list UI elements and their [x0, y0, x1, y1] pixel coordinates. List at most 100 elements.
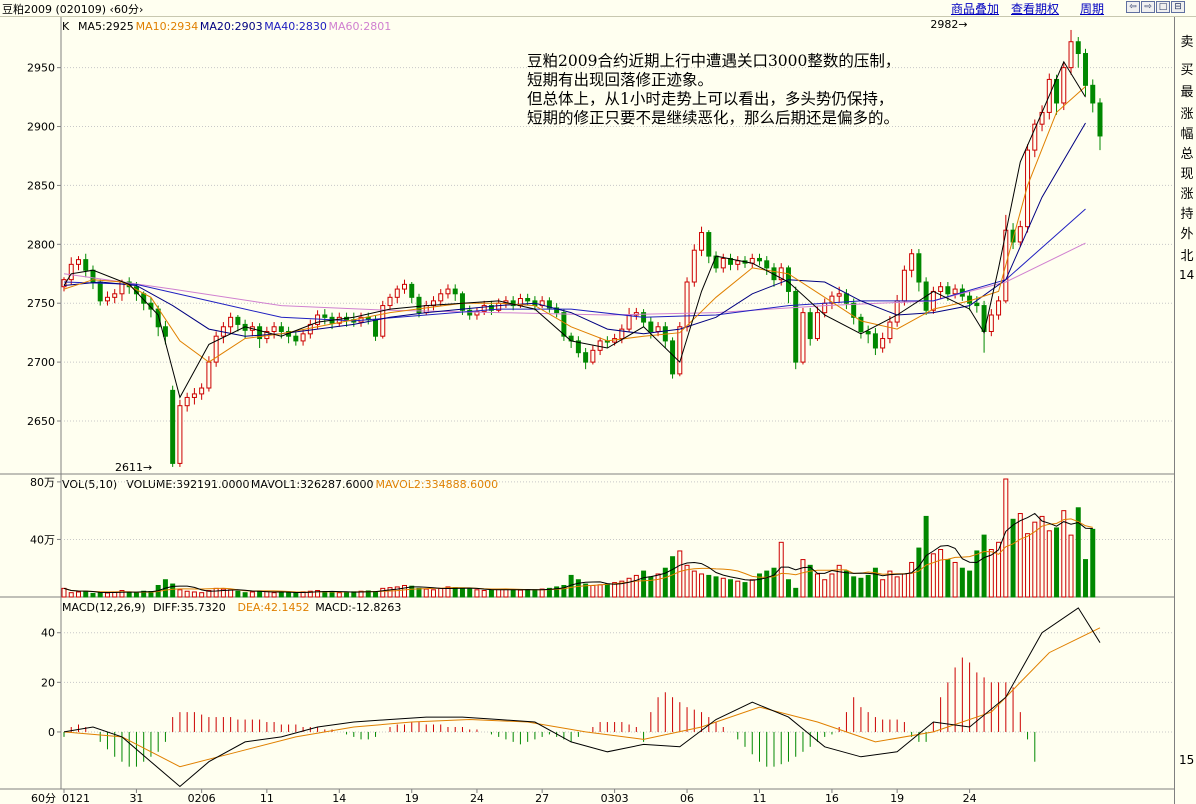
- volume-bar: [1083, 559, 1089, 598]
- candle-body: [597, 340, 603, 351]
- x-tick-label: 14: [332, 792, 346, 804]
- candle-body: [438, 293, 444, 302]
- candle-body: [1083, 53, 1089, 86]
- annotation-line: 豆粕2009合约近期上行中遭遇关口3000整数的压制，: [527, 52, 901, 70]
- scroll-left-icon[interactable]: ⇦: [1126, 1, 1140, 13]
- candle-body: [764, 260, 770, 269]
- sidebar-number: 15: [1179, 753, 1195, 767]
- volume-bar: [394, 586, 400, 598]
- volume-bar: [184, 590, 190, 598]
- volume-bar: [474, 589, 480, 598]
- volume-bar: [771, 567, 777, 598]
- volume-bar: [445, 586, 451, 598]
- volume-bar: [191, 591, 197, 598]
- volume-bar: [554, 586, 560, 598]
- volume-bar: [1032, 521, 1038, 598]
- candle-body: [872, 333, 878, 349]
- volume-bar: [677, 550, 683, 598]
- kline-chart[interactable]: 2650 2700 2750 2800 2850 2900 2950 K MA5:2925 MA1…: [0, 17, 1174, 804]
- candle-body: [967, 295, 973, 304]
- candle-body: [699, 232, 705, 251]
- scroll-right-icon[interactable]: ⇨: [1141, 1, 1155, 13]
- candle-body: [546, 300, 552, 309]
- x-tick-label: 06: [680, 792, 694, 804]
- price-tick-label: 2950: [27, 62, 55, 75]
- candle-body: [525, 298, 531, 302]
- x-tick-label: 0206: [188, 792, 216, 804]
- volume-bar: [459, 587, 465, 598]
- volume-bar: [894, 576, 900, 598]
- view-options-link[interactable]: 查看期权: [1011, 2, 1060, 16]
- volume-bar: [880, 579, 886, 598]
- period-link[interactable]: 周期: [1080, 2, 1105, 16]
- volume-bar: [1010, 518, 1016, 598]
- candle-body: [75, 259, 81, 265]
- maximize-icon[interactable]: □: [1156, 1, 1170, 13]
- volume-bar: [836, 564, 842, 598]
- candle-body: [590, 349, 596, 363]
- low-price-annotation: 2611→: [115, 461, 152, 474]
- split-view-icon[interactable]: ⊟: [1171, 1, 1185, 13]
- volume-bar: [1025, 533, 1031, 598]
- candle-body: [822, 302, 828, 314]
- candle-body: [104, 296, 110, 302]
- candle-body: [735, 260, 741, 265]
- volume-bar: [568, 574, 574, 598]
- volume-bar: [83, 590, 89, 598]
- analysis-annotation: 豆粕2009合约近期上行中遭遇关口3000整数的压制， 短期有出现回落修正迹象。…: [527, 52, 997, 128]
- x-tick-label: 11: [752, 792, 766, 804]
- volume-bar: [561, 584, 567, 598]
- volume-bar: [764, 570, 770, 598]
- macd-legend-macd: MACD:-12.8263: [315, 601, 401, 614]
- candle-body: [909, 253, 915, 271]
- price-tick-label: 2850: [27, 179, 55, 192]
- ma40-line: [63, 208, 1086, 322]
- volume-bar: [778, 541, 784, 598]
- volume-bar: [626, 577, 632, 598]
- volume-bar: [373, 591, 379, 598]
- macd-tick-label: 0: [48, 726, 55, 739]
- sidebar-label-current: 现: [1180, 167, 1194, 182]
- candle-body: [626, 314, 632, 330]
- candle-body: [858, 316, 864, 332]
- candle-body: [235, 316, 241, 325]
- candle-body: [887, 321, 893, 340]
- volume-bar: [293, 592, 299, 598]
- volume-bar: [583, 583, 589, 598]
- candle-body: [170, 389, 176, 464]
- sidebar-label-total: 总: [1180, 147, 1194, 162]
- volume-bar: [206, 590, 212, 598]
- candle-body: [836, 293, 842, 297]
- candle-body: [952, 288, 958, 295]
- candle-body: [575, 340, 581, 354]
- candle-body: [851, 302, 857, 318]
- x-tick-label: 0121: [62, 792, 90, 804]
- volume-bar: [684, 564, 690, 598]
- candle-body: [199, 387, 205, 395]
- sidebar-label-hold: 持: [1180, 207, 1194, 222]
- annotation-line: 短期有出现回落修正迹象。: [527, 71, 714, 89]
- x-tick-label: 19: [405, 792, 419, 804]
- volume-bar: [662, 567, 668, 598]
- high-price-annotation: 2982→: [930, 18, 967, 31]
- volume-bar: [720, 577, 726, 598]
- volume-bar: [945, 559, 951, 598]
- candle-body: [1097, 102, 1103, 137]
- volume-legend-mavol2: MAVOL2:334888.6000: [376, 478, 499, 491]
- candle-body: [996, 300, 1002, 316]
- candle-body: [1090, 84, 1096, 104]
- ma10-line: [63, 86, 1086, 363]
- candle-body: [112, 293, 118, 298]
- volume-bar: [1068, 534, 1074, 598]
- volume-bar: [735, 580, 741, 598]
- sidebar-label-rise: 涨: [1180, 187, 1194, 202]
- overlay-commodity-link[interactable]: 商品叠加: [951, 2, 1000, 16]
- instrument-title: 豆粕2009 (020109) ‹60分›: [2, 3, 144, 16]
- volume-bar: [996, 541, 1002, 598]
- x-tick-label: 27: [535, 792, 549, 804]
- volume-bar: [851, 576, 857, 598]
- volume-bar: [75, 591, 81, 598]
- candle-body: [720, 257, 726, 269]
- volume-bar: [532, 589, 538, 598]
- candle-body: [691, 249, 697, 283]
